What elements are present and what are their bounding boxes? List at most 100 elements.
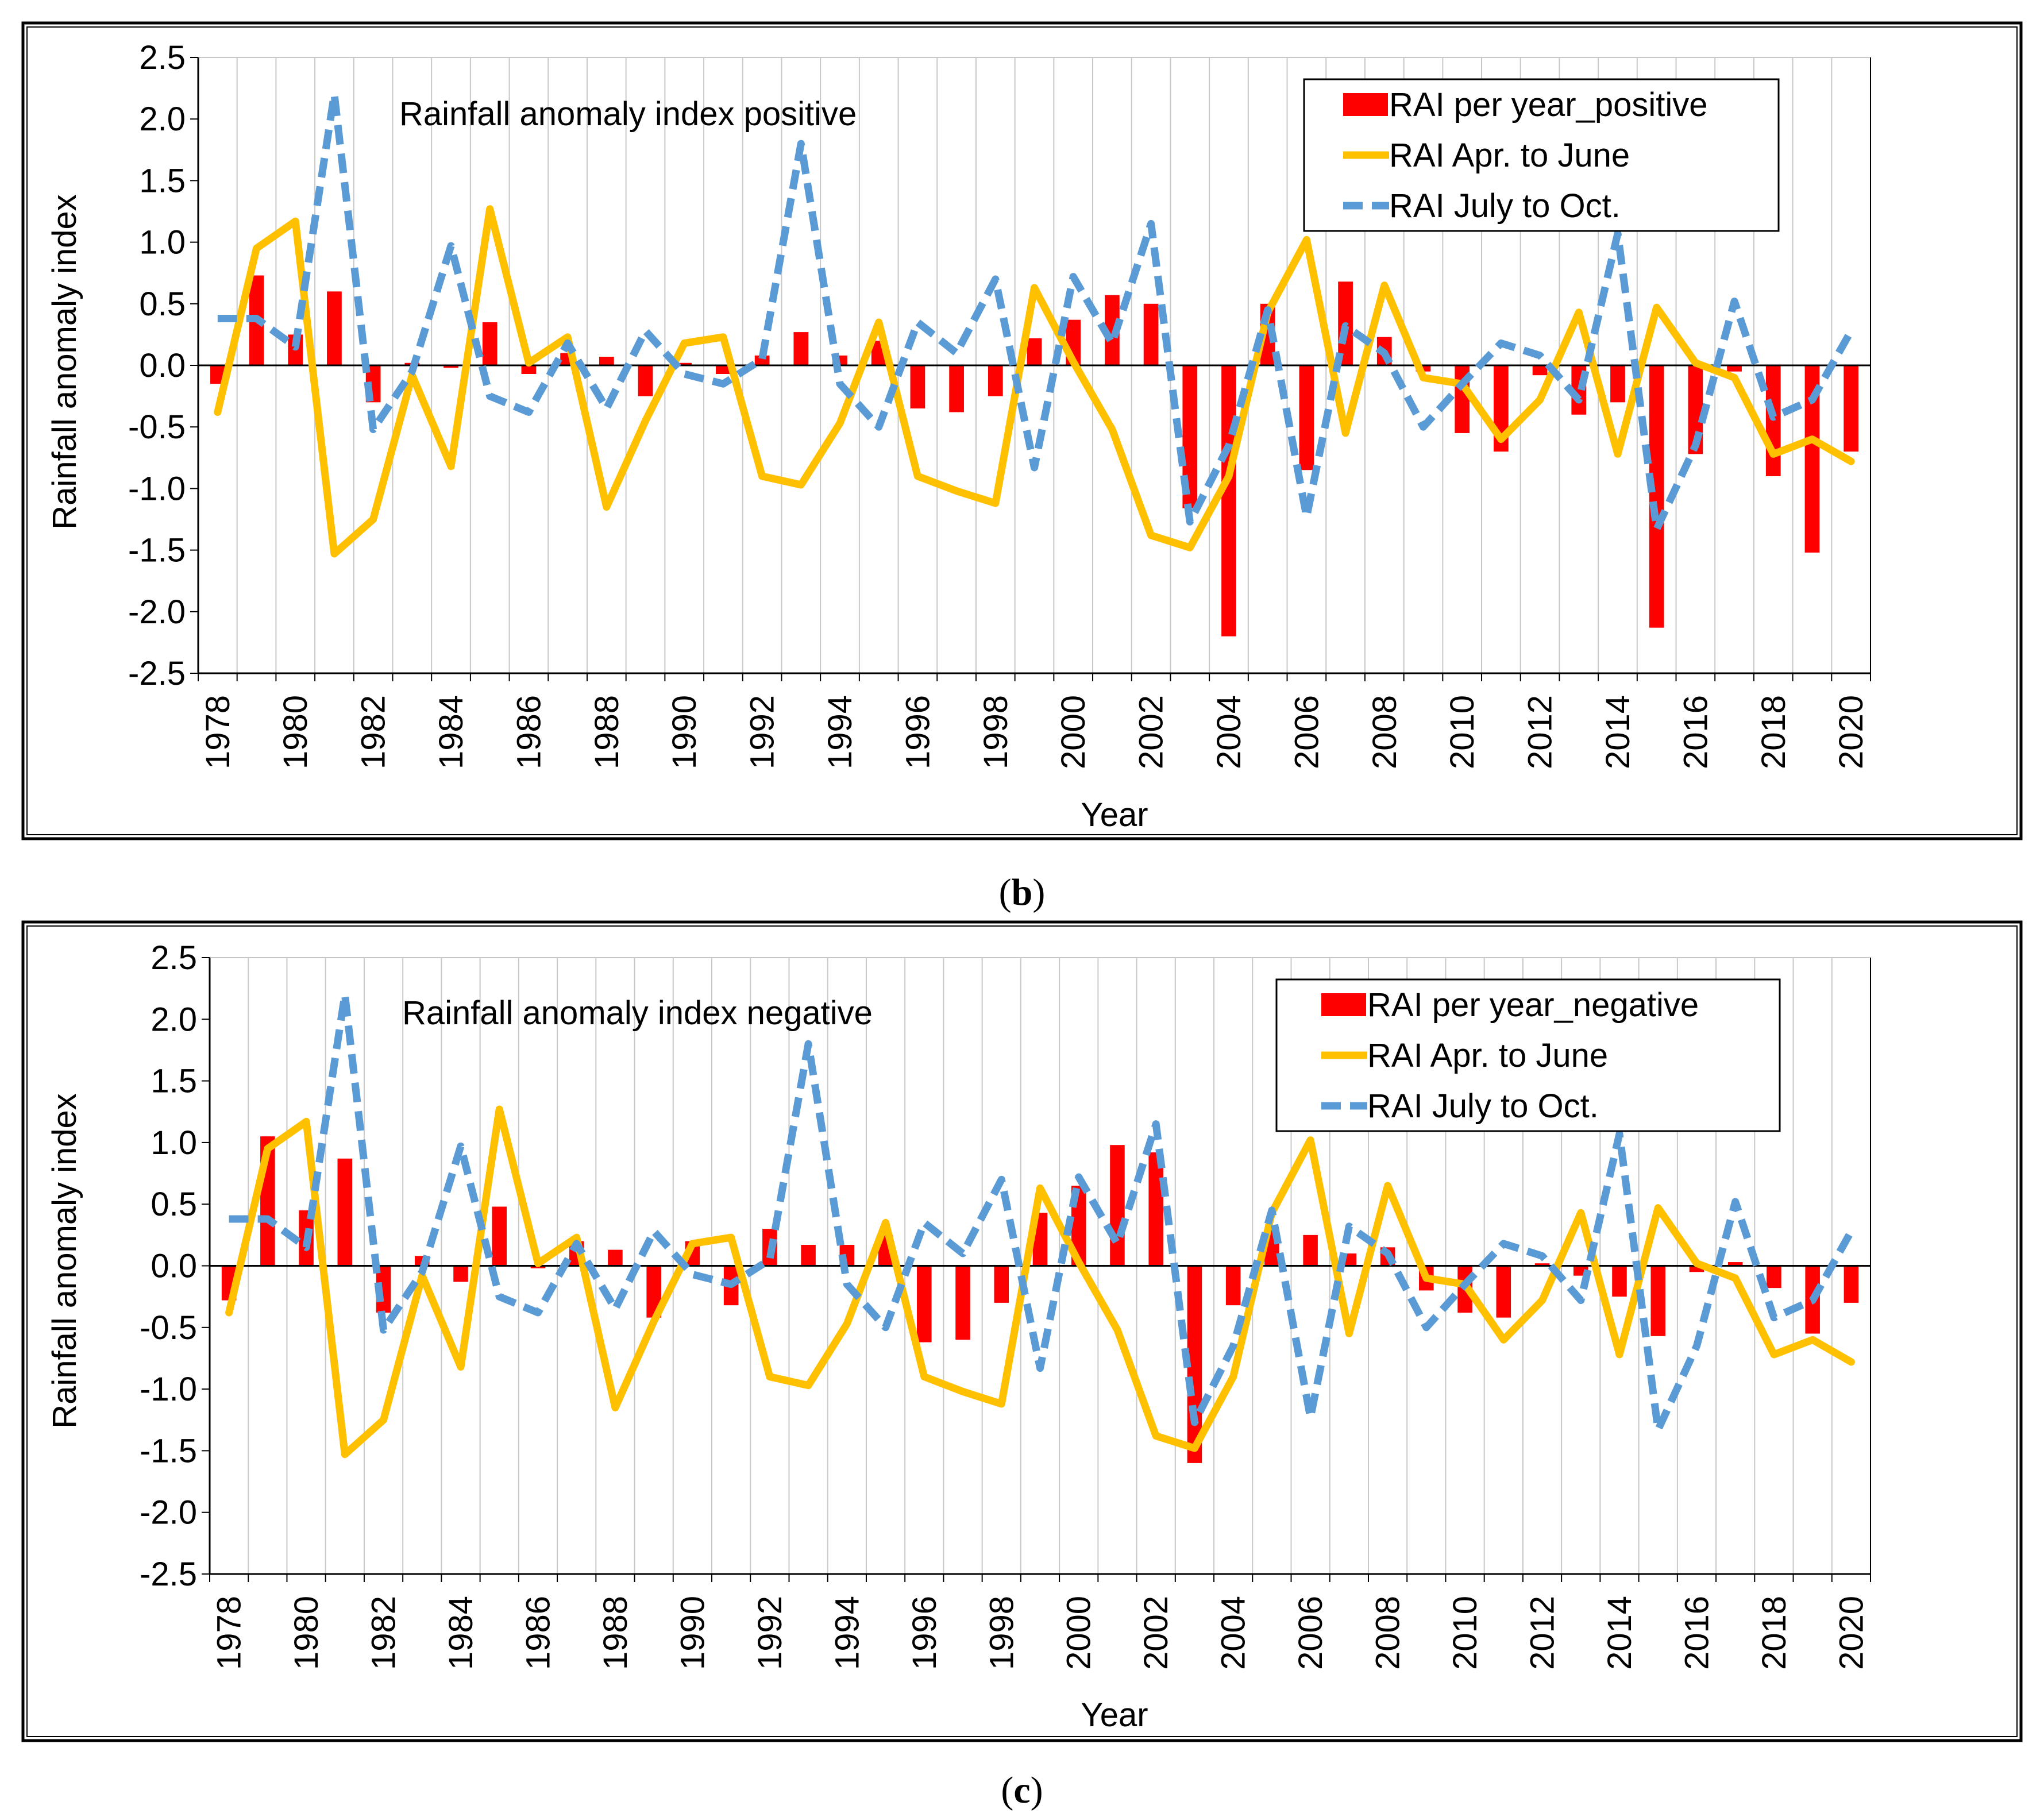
panel-b-x-tick-label: 2014 — [1599, 695, 1637, 769]
panel-b-lines — [214, 90, 1855, 558]
panel-c-line-apr-june — [225, 1105, 1855, 1459]
panel-c-x-tick-label: 2016 — [1679, 1596, 1716, 1670]
panel-b-x-tick-label: 2002 — [1133, 695, 1170, 769]
panel-b-legend-label-bar: RAI per year_positive — [1389, 86, 1707, 124]
panel-c-bar-2015 — [1650, 1266, 1665, 1336]
panel-c-bar-2006 — [1303, 1235, 1318, 1266]
panel-b-x-tick-label: 2004 — [1210, 695, 1248, 769]
panel-c-axes — [209, 958, 1871, 1582]
panel-c-legend: RAI per year_negative RAI Apr. to June R… — [1275, 978, 1781, 1132]
panel-b-bar-2012 — [1532, 365, 1548, 376]
panel-c-y-axis-label: Rainfall anomaly index — [46, 1093, 83, 1429]
panel-b-inner-frame — [26, 26, 2018, 835]
panel-b-x-tick-label: 1986 — [510, 695, 547, 769]
panel-c-x-ticks: 1978 1980 1982 1984 1986 1988 1990 1992 1994 1996… — [211, 1596, 1871, 1670]
panel-b-line-apr-june — [214, 205, 1855, 558]
panel-c-x-tick-label: 2010 — [1447, 1596, 1484, 1670]
panel-c-y-tick-label: -2.0 — [140, 1494, 197, 1531]
panel-c-x-tick-label: 1996 — [906, 1596, 943, 1670]
panel-c-legend-label-apr-june: RAI Apr. to June — [1367, 1037, 1608, 1074]
panel-b-title: Rainfall anomaly index positive — [399, 95, 857, 133]
panel-c-y-tick-label: 1.0 — [151, 1124, 197, 1162]
panel-b-bar-2020 — [1844, 365, 1859, 452]
panel-c-lines — [225, 990, 1855, 1459]
panel-b-bar-2014 — [1610, 365, 1625, 403]
panel-b-bar-1991 — [716, 365, 731, 375]
panel-b-bar-1997 — [949, 365, 964, 412]
panel-c-inner-frame — [26, 925, 2018, 1737]
panel-c-bar-2016 — [1689, 1266, 1704, 1272]
panel-b-x-tick-label: 2020 — [1833, 695, 1870, 769]
panel-c-x-tick-label: 2014 — [1601, 1596, 1638, 1670]
panel-c-bar-1984 — [453, 1266, 468, 1282]
panel-c-bar-2014 — [1612, 1266, 1627, 1297]
panel-c-x-tick-label: 2020 — [1833, 1596, 1870, 1670]
panel-c-bar-1988 — [608, 1249, 623, 1266]
panel-b-x-tick-label: 2018 — [1755, 695, 1792, 769]
panel-c-line-july-oct — [229, 990, 1855, 1434]
panel-b-x-tick-label: 2006 — [1288, 695, 1325, 769]
panel-b-bar-1996 — [910, 365, 925, 409]
panel-b-caption: (b) — [999, 871, 1046, 913]
panel-c-bar-1997 — [955, 1266, 970, 1340]
panel-b-legend: RAI per year_positive RAI Apr. to June R… — [1303, 78, 1780, 232]
panel-b-x-tick-label: 2012 — [1522, 695, 1559, 769]
panel-c-bar-1981 — [337, 1158, 353, 1266]
panel-b-bar-2017 — [1727, 365, 1742, 372]
panel-b-x-tick-label: 2008 — [1366, 695, 1403, 769]
panel-c-caption: (c) — [1001, 1769, 1043, 1811]
panel-b-bar-2015 — [1649, 365, 1664, 628]
panel-c-y-tick-label: 0.5 — [151, 1186, 197, 1223]
panel-c-caption-letter: c — [1013, 1769, 1030, 1811]
panel-b-x-tick-label: 1998 — [977, 695, 1015, 769]
panel-c-x-tick-label: 2008 — [1370, 1596, 1407, 1670]
panel-c-y-tick-label: -1.5 — [140, 1432, 197, 1469]
panel-c-frame — [21, 920, 2023, 1742]
panel-c-x-tick-label: 2006 — [1292, 1596, 1329, 1670]
panel-c-x-tick-label: 1982 — [365, 1596, 403, 1670]
panel-c-y-tick-label: 2.0 — [151, 1001, 197, 1038]
panel-c-x-tick-label: 2000 — [1060, 1596, 1098, 1670]
panel-b-legend-label-july-oct: RAI July to Oct. — [1389, 187, 1621, 225]
panel-c-y-tick-label: 1.5 — [151, 1063, 197, 1100]
panel-b-x-tick-label: 1982 — [355, 695, 392, 769]
panel-b: 2.5 2.0 1.5 1.0 0.5 0.0 -0.5 -1.0 -1.5 -2.0 -2.5 1… — [21, 21, 2023, 840]
panel-b-bar-2004 — [1221, 365, 1236, 636]
panel-b-frame — [21, 21, 2023, 840]
panel-b-x-tick-label: 1994 — [822, 695, 859, 769]
panel-b-y-ticks: 2.5 2.0 1.5 1.0 0.5 0.0 -0.5 -1.0 -1.5 -2.0 -2.5 — [128, 39, 198, 692]
panel-c-legend-bar-swatch — [1321, 993, 1366, 1016]
panel-c-legend-label-july-oct: RAI July to Oct. — [1367, 1087, 1599, 1125]
panel-c-bar-1993 — [801, 1245, 816, 1266]
panel-c-x-tick-label: 1986 — [520, 1596, 557, 1670]
panel-c-x-tick-label: 1988 — [597, 1596, 634, 1670]
panel-c-x-tick-label: 2018 — [1756, 1596, 1793, 1670]
panel-b-y-tick-label: -1.5 — [128, 532, 186, 569]
panel-c-bar-2011 — [1496, 1266, 1511, 1318]
panel-b-y-tick-label: 2.5 — [139, 39, 186, 76]
panel-b-x-tick-label: 1984 — [433, 695, 470, 769]
panel-b-x-axis-label: Year — [1081, 796, 1148, 834]
panel-b-y-tick-label: 1.5 — [139, 162, 186, 199]
panel-b-bar-1988 — [599, 356, 614, 365]
panel-b-y-tick-label: 1.0 — [139, 224, 186, 261]
panel-c-x-tick-label: 2004 — [1215, 1596, 1252, 1670]
panel-b-bar-2006 — [1299, 365, 1314, 470]
panel-b-caption-letter: b — [1012, 871, 1033, 913]
panel-c-y-tick-label: -2.5 — [140, 1556, 197, 1593]
panel-b-legend-label-apr-june: RAI Apr. to June — [1389, 137, 1630, 174]
panel-c-bar-1985 — [492, 1206, 507, 1266]
panel-b-y-tick-label: 2.0 — [139, 101, 186, 138]
panel-b-x-tick-label: 1988 — [588, 695, 626, 769]
panel-b-bars — [210, 275, 1859, 636]
panel-c-x-axis-label: Year — [1081, 1696, 1148, 1734]
panel-b-x-tick-label: 1992 — [744, 695, 781, 769]
panel-b-y-tick-label: -1.0 — [128, 470, 186, 507]
panel-c-x-tick-label: 2002 — [1137, 1596, 1175, 1670]
panel-c-x-tick-label: 1992 — [751, 1596, 789, 1670]
panel-b-y-tick-label: 0.5 — [139, 286, 186, 323]
panel-c-bar-2012 — [1534, 1263, 1550, 1266]
panel-c-y-tick-label: -1.0 — [140, 1371, 197, 1408]
panel-b-x-tick-label: 2016 — [1677, 695, 1714, 769]
